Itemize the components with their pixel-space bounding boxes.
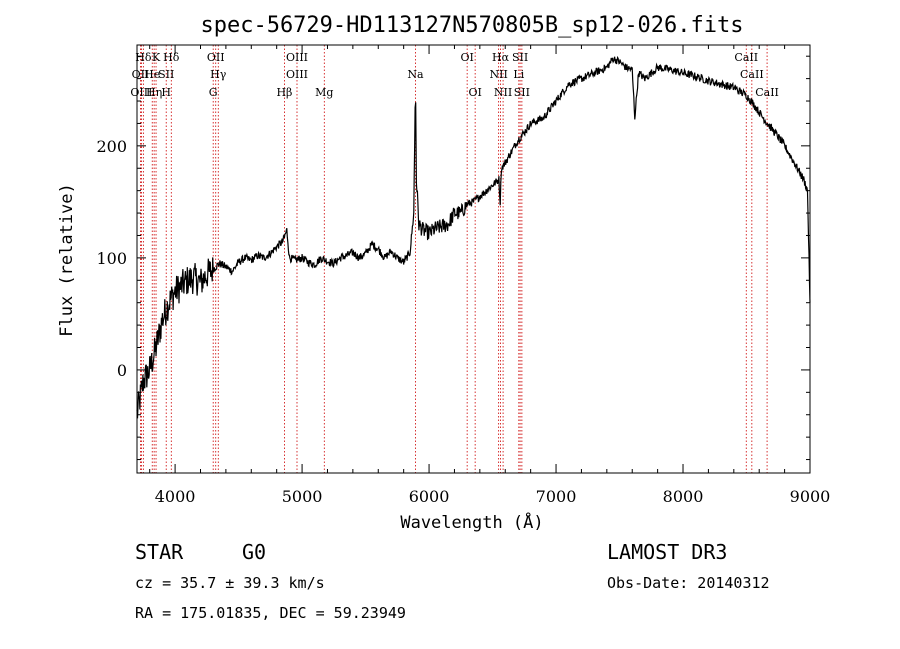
- x-axis-label: Wavelength (Å): [400, 511, 543, 533]
- x-tick-label-4: 8000: [663, 487, 704, 506]
- line-label-15: NII: [489, 68, 507, 81]
- x-tick-label-2: 6000: [409, 487, 450, 506]
- line-label-22: Hβ: [276, 86, 292, 99]
- x-tick-label-3: 7000: [536, 487, 577, 506]
- line-label-7: SII: [512, 51, 528, 64]
- y-axis-label: Flux (relative): [57, 183, 77, 337]
- line-label-26: SII: [514, 86, 530, 99]
- line-label-14: Na: [407, 68, 424, 81]
- y-tick-label-0: 0: [117, 361, 127, 380]
- line-label-8: CaII: [734, 51, 758, 64]
- spectrum-line: [136, 55, 811, 419]
- x-axis: 4000 5000 6000 7000 8000 9000: [149, 45, 831, 506]
- line-label-3: OII: [207, 51, 225, 64]
- x-tick-label-0: 4000: [155, 487, 196, 506]
- line-label-5: OI: [460, 51, 473, 64]
- line-label-2: Hδ: [163, 51, 180, 64]
- line-label-10: He: [144, 68, 160, 81]
- line-label-23: Mg: [315, 86, 333, 99]
- line-label-0: Hδ: [135, 51, 152, 64]
- plot-frame: [136, 44, 811, 474]
- line-label-27: CaII: [755, 86, 779, 99]
- x-tick-label-5: 9000: [790, 487, 831, 506]
- line-label-9: OII: [132, 68, 150, 81]
- survey-name: LAMOST DR3: [607, 540, 728, 564]
- line-label-11: SII: [158, 68, 174, 81]
- line-label-24: OI: [468, 86, 481, 99]
- line-label-16: Li: [513, 68, 524, 81]
- y-tick-label-1: 100: [96, 249, 127, 268]
- spectral-line-markers: [140, 45, 768, 473]
- line-label-17: CaII: [740, 68, 764, 81]
- line-label-13: OIII: [286, 68, 308, 81]
- y-tick-label-2: 200: [96, 137, 127, 156]
- line-label-1: K: [152, 51, 161, 64]
- line-label-25: NII: [494, 86, 512, 99]
- object-type: STAR: [135, 540, 184, 564]
- x-tick-label-1: 5000: [282, 487, 323, 506]
- line-label-4: OIII: [286, 51, 308, 64]
- y-axis: 0 100 200: [96, 55, 810, 461]
- coordinates: RA = 175.01835, DEC = 59.23949: [135, 604, 406, 622]
- redshift-value: cz = 35.7 ± 39.3 km/s: [135, 574, 325, 592]
- line-label-20: H: [161, 86, 171, 99]
- chart-title: spec-56729-HD113127N570805B_sp12-026.fit…: [200, 13, 743, 38]
- line-label-18: OIII: [130, 86, 152, 99]
- spectral-subclass: G0: [242, 540, 267, 564]
- line-label-19: Hη: [146, 86, 162, 99]
- observation-date: Obs-Date: 20140312: [607, 574, 770, 592]
- line-label-6: Hα: [492, 51, 510, 64]
- line-label-21: G: [209, 86, 218, 99]
- line-label-12: Hγ: [210, 68, 227, 81]
